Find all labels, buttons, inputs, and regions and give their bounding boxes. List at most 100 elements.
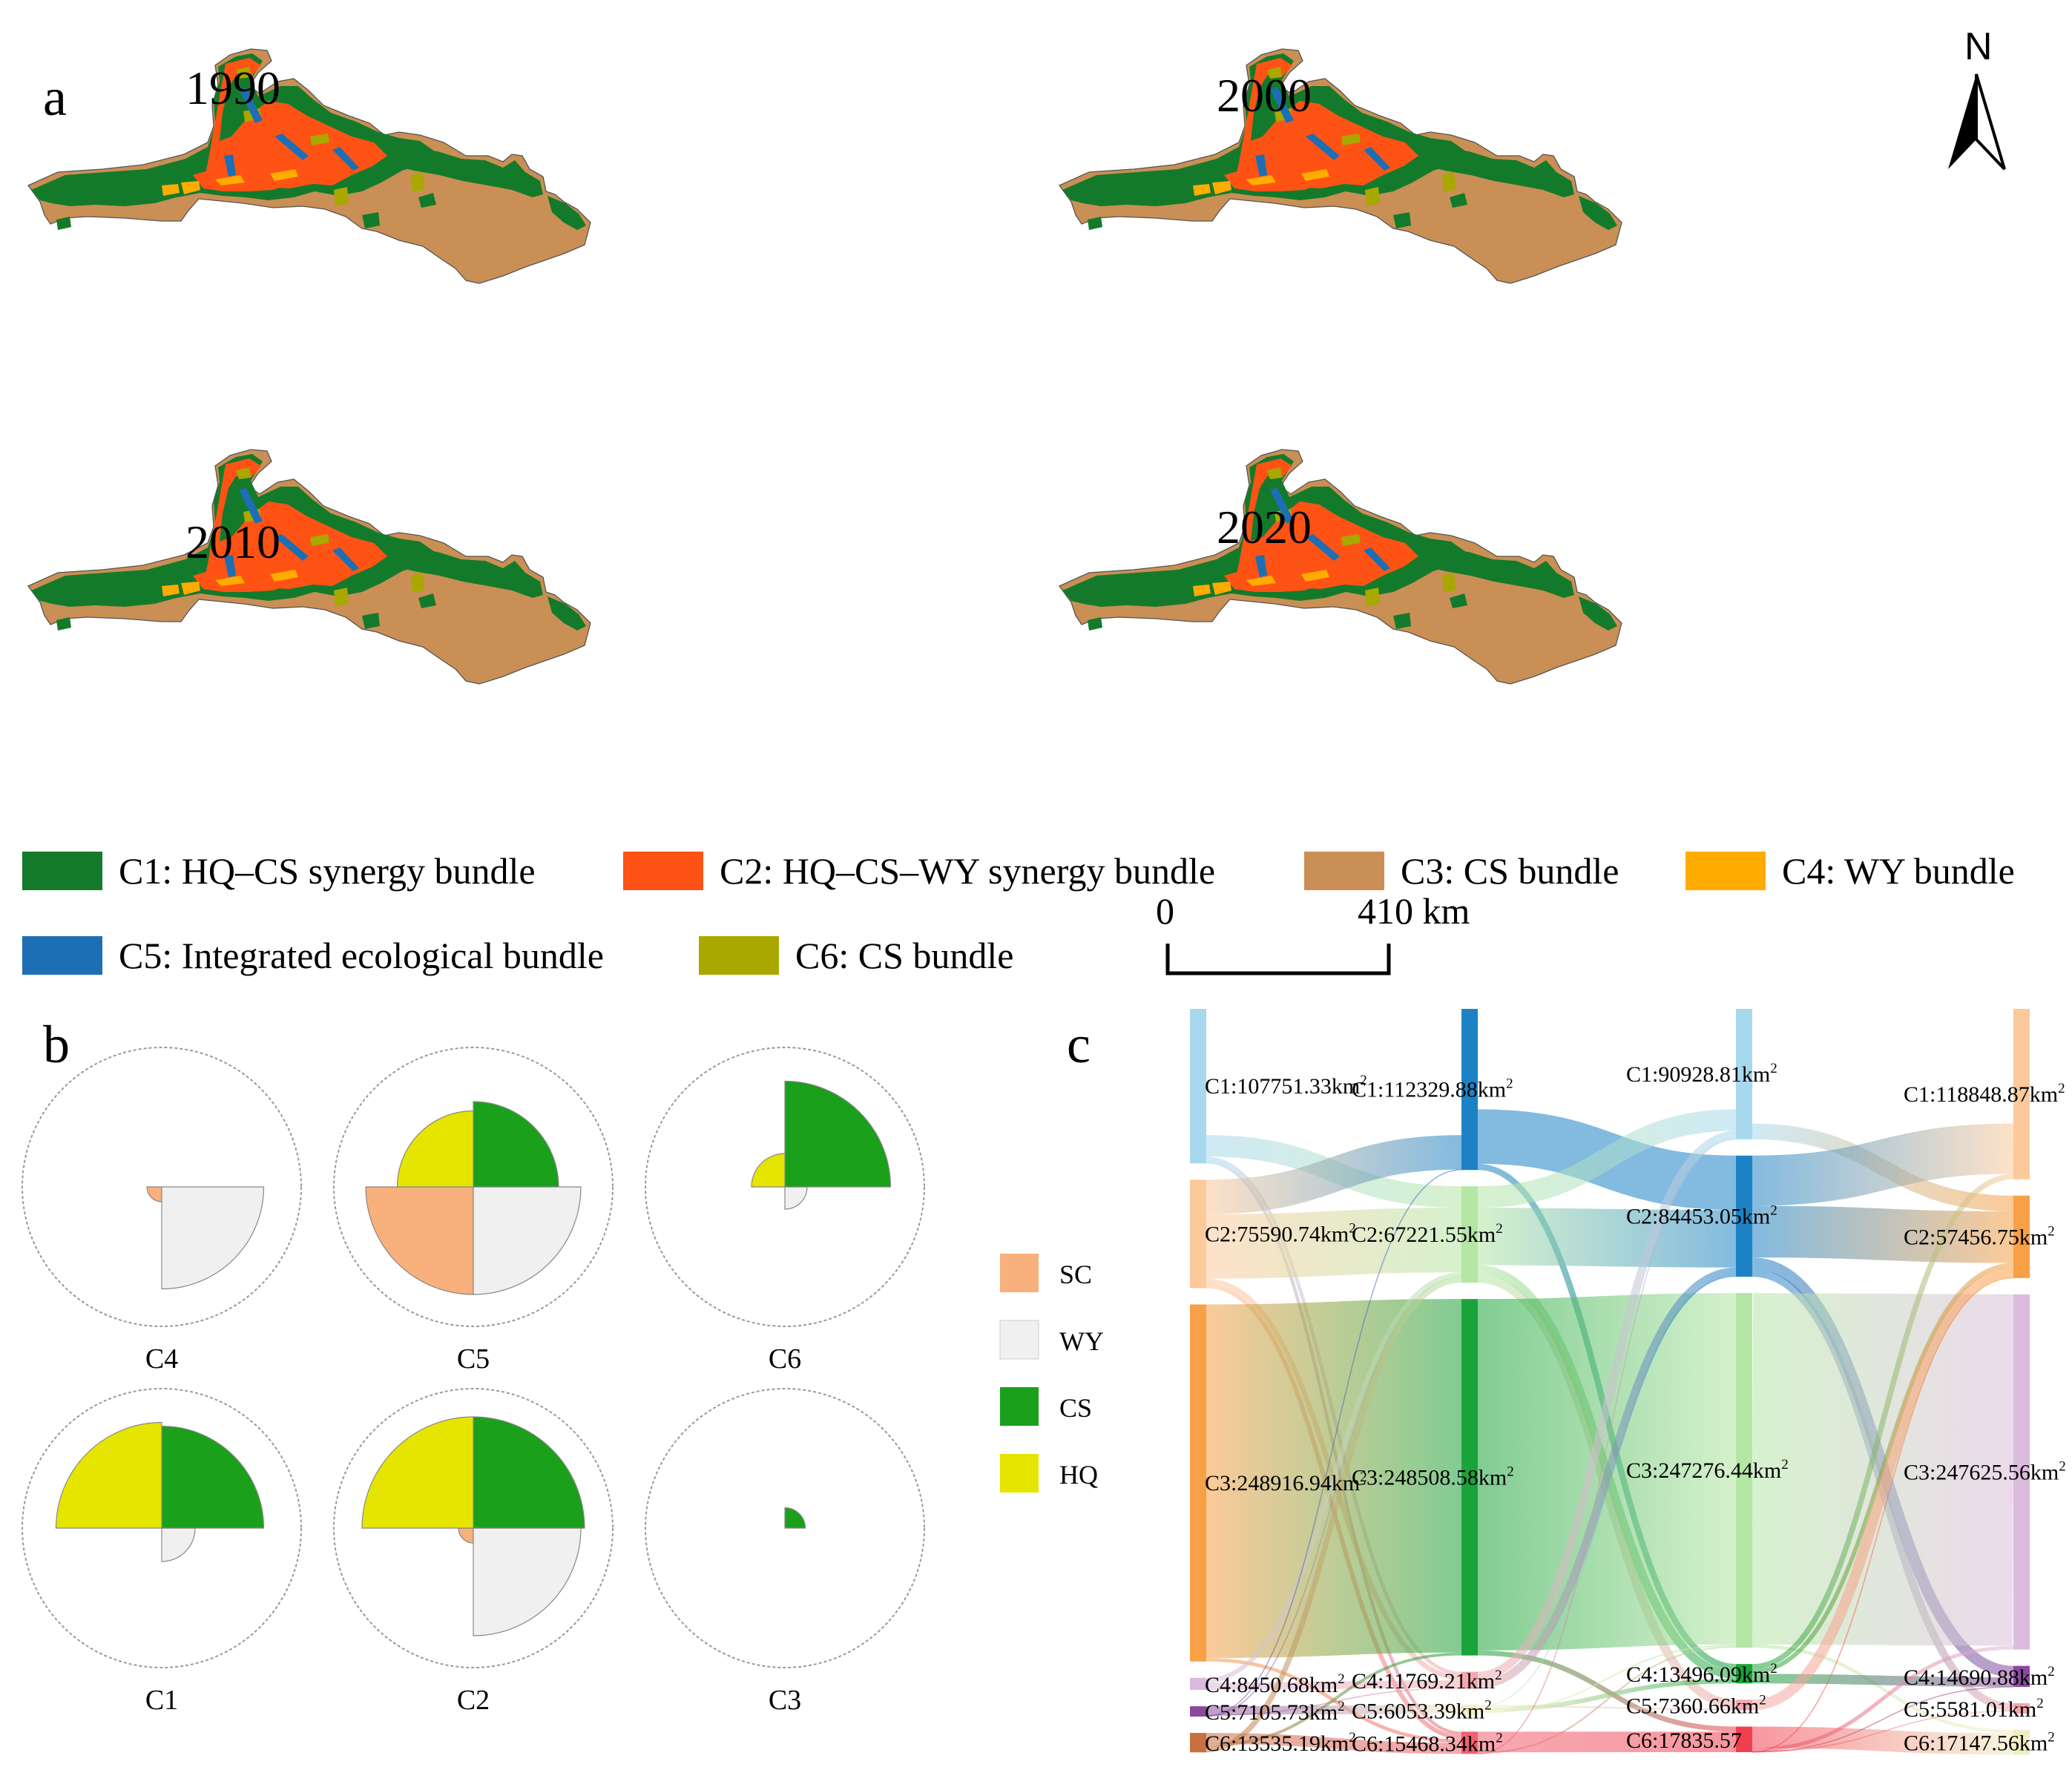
service-label-sc: SC [1059, 1260, 1092, 1289]
sankey-node-c2 [1190, 1179, 1206, 1289]
sankey-link [1477, 1275, 1737, 1708]
map-2000: 2000 [1059, 48, 1622, 284]
sankey-unit-superscript: 2 [2058, 1081, 2065, 1096]
sankey-link [1206, 1169, 1462, 1717]
sankey-node-value: C4:8450.68km [1205, 1673, 1338, 1697]
sankey-link [1477, 1208, 1737, 1268]
sankey-link [1206, 1688, 1462, 1717]
legend-swatch-c5 [22, 936, 102, 975]
sankey-node-c4 [1461, 1671, 1478, 1689]
sankey-node-label: C1:90928.81km2 [1626, 1061, 1777, 1087]
sankey-node-label: C4:11769.21km2 [1352, 1668, 1502, 1694]
sankey-node-value: C6:13535.19km [1205, 1731, 1349, 1756]
sankey-node-label: C1:118848.87km2 [1904, 1081, 2065, 1107]
sankey-unit-superscript: 2 [1781, 1457, 1789, 1472]
sankey-node-value: C1:107751.33km [1205, 1074, 1360, 1099]
sankey-link [1752, 1645, 2014, 1752]
legend-swatch-c3 [1304, 852, 1384, 890]
rose-label: C1 [145, 1685, 178, 1716]
sankey-node-label: C4:14690.88km2 [1904, 1664, 2055, 1690]
sankey-node-c2 [2013, 1195, 2030, 1278]
sankey-node-c3 [1736, 1293, 1752, 1648]
rose-outline [22, 1388, 302, 1668]
sankey-link [1477, 1645, 1737, 1754]
sankey-node-label: C4:13496.09km2 [1626, 1661, 1777, 1687]
rose-wedge-cs [473, 1101, 559, 1188]
legend-label-c1: C1: HQ–CS synergy bundle [119, 850, 536, 892]
scale-end: 410 km [1358, 890, 1470, 932]
sankey-unit-superscript: 2 [2048, 1223, 2055, 1239]
sankey-node-value: C3:248508.58km [1352, 1465, 1507, 1490]
north-label: N [1964, 25, 1993, 68]
sankey-node-c4 [2013, 1665, 2030, 1688]
sankey-node-label: C6:17835.57 [1626, 1728, 1742, 1753]
map-year-label: 2010 [185, 516, 280, 568]
sankey-unit-superscript: 2 [2048, 1730, 2055, 1745]
sankey-link [1752, 1267, 2014, 1711]
sankey-unit-superscript: 2 [1360, 1073, 1367, 1088]
rose-wedge-hq [396, 1110, 474, 1188]
sankey-node-value: C6:15468.34km [1352, 1731, 1496, 1756]
rose-wedge-cs [161, 1425, 265, 1529]
sankey-node-c5 [2013, 1703, 2030, 1714]
sankey-link [1206, 1135, 1462, 1214]
sankey-node-label: C2:67221.55km2 [1352, 1221, 1503, 1247]
sankey-node-label: C3:248508.58km2 [1352, 1464, 1514, 1490]
sankey-link [1206, 1733, 1462, 1754]
legend-swatch-c6 [699, 936, 779, 975]
rose-c1: C1 [22, 1388, 302, 1716]
sankey-node-value: C4:13496.09km [1626, 1662, 1770, 1687]
sankey-unit-superscript: 2 [1759, 1692, 1766, 1708]
sankey-node-c4 [1736, 1664, 1752, 1684]
sankey-node-c1 [1190, 1009, 1206, 1164]
sankey-node-label: C5:5581.01km2 [1904, 1696, 2044, 1722]
rose-label: C3 [769, 1685, 801, 1716]
sankey-nodes: C1:107751.33km2C2:75590.74km2C3:248916.9… [1190, 1009, 2066, 1756]
north-arrow-icon: N [1948, 25, 2006, 171]
sankey-unit-superscript: 2 [1338, 1699, 1345, 1714]
sankey-link [1477, 1705, 1737, 1711]
sankey-node-c4 [1190, 1677, 1206, 1691]
rose-c2: C2 [333, 1388, 614, 1716]
sankey-node-c6 [2013, 1730, 2030, 1755]
sankey-node-label: C1:107751.33km2 [1205, 1073, 1367, 1099]
sankey-link [1752, 1726, 2014, 1755]
sankey-link [1752, 1686, 2014, 1753]
rose-wedge-wy [473, 1527, 582, 1636]
rose-label: C2 [457, 1685, 490, 1716]
sankey-node-label: C2:57456.75km2 [1904, 1223, 2055, 1249]
sankey-unit-superscript: 2 [1495, 1668, 1502, 1683]
sankey-unit-superscript: 2 [1338, 1671, 1345, 1687]
sankey-chart: C1:107751.33km2C2:75590.74km2C3:248916.9… [1190, 1008, 2066, 1756]
sankey-unit-superscript: 2 [1360, 1470, 1367, 1485]
legend-label-c2: C2: HQ–CS–WY synergy bundle [720, 850, 1215, 892]
service-legend: SC WY CS HQ [999, 1254, 1104, 1493]
rose-wedge-hq [55, 1421, 162, 1529]
map-year-label: 1990 [185, 62, 280, 114]
service-swatch-wy [999, 1320, 1039, 1360]
sankey-node-label: C2:84453.05km2 [1626, 1202, 1777, 1228]
panel-a-letter: a [43, 68, 67, 127]
sankey-node-value: C2:84453.05km [1626, 1204, 1770, 1228]
rose-c6: C6 [645, 1047, 925, 1375]
sankey-link [1477, 1267, 1737, 1689]
rose-c4: C4 [22, 1047, 302, 1375]
rose-wedge-cs [473, 1416, 585, 1529]
legend-swatch-c4 [1685, 852, 1766, 890]
sankey-node-value: C6:17835.57 [1626, 1728, 1742, 1753]
sankey-link [1477, 1650, 1737, 1732]
map-legend: C1: HQ–CS synergy bundle C2: HQ–CS–WY syn… [22, 850, 2015, 976]
rose-wedge-sc [365, 1186, 474, 1295]
sankey-link [1206, 1680, 1462, 1691]
rose-charts: C4 C5 C6 C1 C2 C3 [22, 1047, 925, 1716]
sankey-node-value: C5:7105.73km [1205, 1700, 1338, 1725]
service-swatch-cs [1000, 1387, 1039, 1426]
rose-wedge-wy [161, 1186, 265, 1290]
rose-label: C5 [457, 1343, 490, 1375]
sankey-node-value: C3:248916.94km [1205, 1471, 1360, 1495]
sankey-node-c5 [1736, 1699, 1752, 1711]
sankey-node-value: C4:11769.21km [1352, 1669, 1495, 1694]
sankey-link [1752, 1710, 2014, 1753]
sankey-node-value: C5:7360.66km [1626, 1694, 1759, 1718]
